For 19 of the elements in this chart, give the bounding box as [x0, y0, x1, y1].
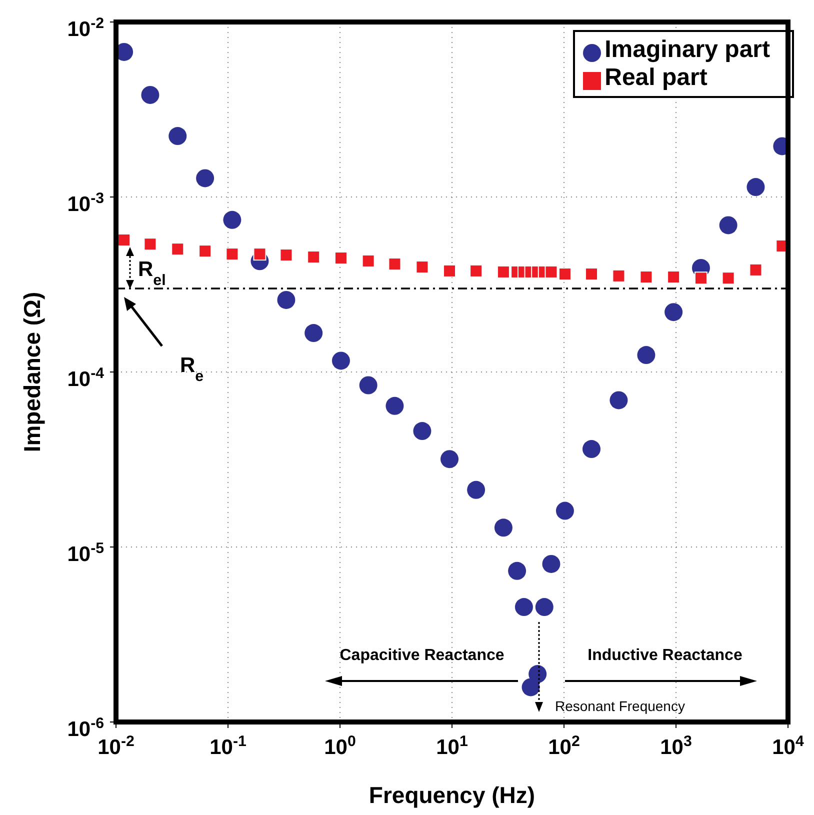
y-tick-label: 10$^{-2}$ — [67, 14, 104, 41]
x-tick-label: 10$^{4}$ — [772, 732, 804, 759]
y-tick-label: 10$^{-4}$ — [67, 364, 105, 391]
x-tick-label: 10$^{2}$ — [548, 732, 580, 759]
x-tick-label: 10$^{1}$ — [436, 732, 468, 759]
y-axis-title: Impedance (Ω) — [19, 292, 45, 452]
annotation: Resonant Frequency — [555, 698, 685, 714]
annotation: Inductive Reactance — [588, 647, 742, 664]
annotation: R$_{el}$ — [138, 258, 166, 288]
legend-label: Real part — [604, 64, 708, 91]
y-tick-label: 10$^{-3}$ — [67, 190, 104, 216]
annotation: Capacitive Reactance — [340, 647, 504, 664]
legend-label: Imaginary part — [604, 36, 770, 63]
x-tick-label: 10$^{-1}$ — [210, 732, 246, 759]
annotation: R$_{e}$ — [180, 354, 204, 384]
x-tick-label: 10$^{0}$ — [324, 732, 356, 759]
x-tick-label: 10$^{3}$ — [660, 732, 692, 759]
y-tick-label: 10$^{-5}$ — [67, 540, 104, 566]
x-axis-title: Frequency (Hz) — [368, 782, 536, 808]
